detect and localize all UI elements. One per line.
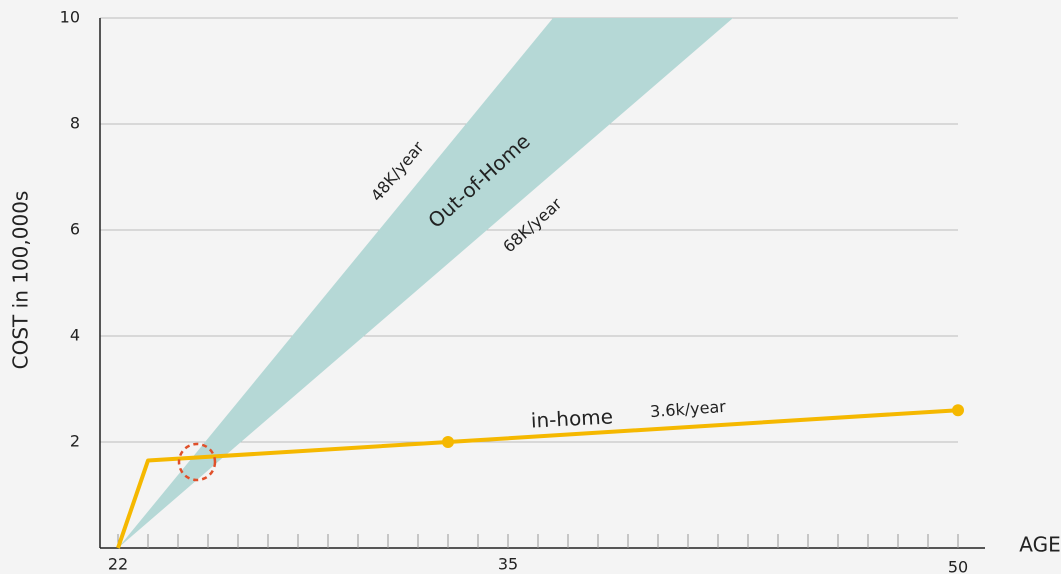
y-tick-label: 2 [70, 432, 80, 451]
y-tick-label: 10 [60, 8, 80, 27]
rate-label: 3.6k/year [649, 397, 726, 421]
series-label: in-home [530, 404, 613, 432]
highlight-circle [177, 442, 217, 482]
x-axis-label: AGE [1019, 533, 1060, 557]
y-tick-label: 8 [70, 114, 80, 133]
out-of-home-band [118, 18, 733, 548]
x-tick-label: 22 [108, 555, 128, 574]
in-home-line [116, 408, 959, 549]
x-tick-label: 35 [498, 555, 518, 574]
y-axis-label: COST in 100,000s [9, 191, 33, 370]
point [442, 436, 454, 448]
y-tick-label: 6 [70, 220, 80, 239]
y-tick-label: 4 [70, 326, 80, 345]
x-tick-label: 50 [948, 558, 968, 574]
point [952, 404, 964, 417]
